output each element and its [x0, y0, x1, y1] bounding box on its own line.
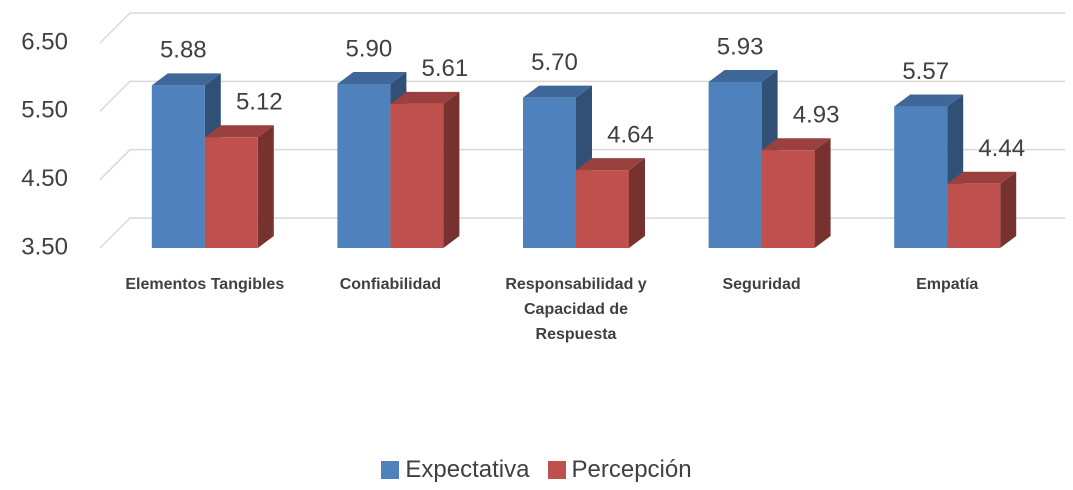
x-tick-label: Confiabilidad	[339, 276, 442, 293]
value-label: 4.64	[607, 121, 654, 148]
bar	[761, 150, 815, 248]
bar-top	[708, 69, 778, 82]
bar-side	[814, 138, 831, 248]
bar-top	[576, 158, 645, 171]
legend-item: Percepción	[547, 456, 692, 484]
value-label: 5.90	[346, 35, 393, 62]
x-tick-label: Elementos Tangibles	[125, 276, 285, 293]
bar	[523, 97, 576, 249]
grid-line	[99, 12, 1065, 44]
bar-top	[894, 94, 964, 107]
value-label: 5.93	[717, 33, 764, 60]
legend-item: Expectativa	[381, 456, 530, 484]
y-tick-label: 6.50	[21, 28, 68, 55]
bar-top	[390, 91, 460, 104]
bar-top	[947, 171, 1017, 184]
x-tick-label: Seguridad	[722, 276, 801, 293]
bar-top	[204, 125, 274, 138]
bar-top	[523, 85, 592, 98]
bar	[204, 137, 258, 248]
value-label: 5.61	[422, 55, 469, 82]
bar-side	[257, 125, 274, 248]
bar	[151, 85, 205, 248]
bar-top	[337, 72, 407, 84]
value-label: 4.44	[978, 135, 1025, 162]
value-label: 5.70	[531, 49, 578, 76]
legend: Expectativa Percepción	[0, 456, 1073, 484]
value-label: 5.12	[236, 89, 283, 116]
bar	[337, 84, 391, 248]
x-tick-label: Responsabilidad y Capacidad de Respuesta	[505, 276, 647, 343]
bar-side	[443, 91, 460, 248]
y-tick-label: 3.50	[21, 233, 68, 260]
bar	[894, 106, 948, 248]
legend-swatch	[547, 461, 566, 479]
bar-side	[629, 158, 645, 248]
bar-top	[761, 138, 831, 151]
bar	[390, 103, 444, 248]
value-label: 5.57	[902, 58, 949, 85]
bar	[708, 81, 762, 248]
legend-label: Percepción	[571, 456, 692, 483]
value-label: 5.88	[160, 37, 207, 64]
bar-top	[151, 73, 221, 86]
y-tick-label: 4.50	[21, 165, 68, 192]
legend-label: Expectativa	[405, 456, 530, 483]
x-tick-label: Empatía	[916, 276, 979, 293]
value-label: 4.93	[793, 102, 840, 129]
legend-swatch	[381, 461, 400, 479]
y-tick-label: 5.50	[21, 97, 68, 124]
bar	[947, 183, 1001, 248]
bar	[576, 170, 629, 248]
bar-side	[1000, 171, 1017, 248]
